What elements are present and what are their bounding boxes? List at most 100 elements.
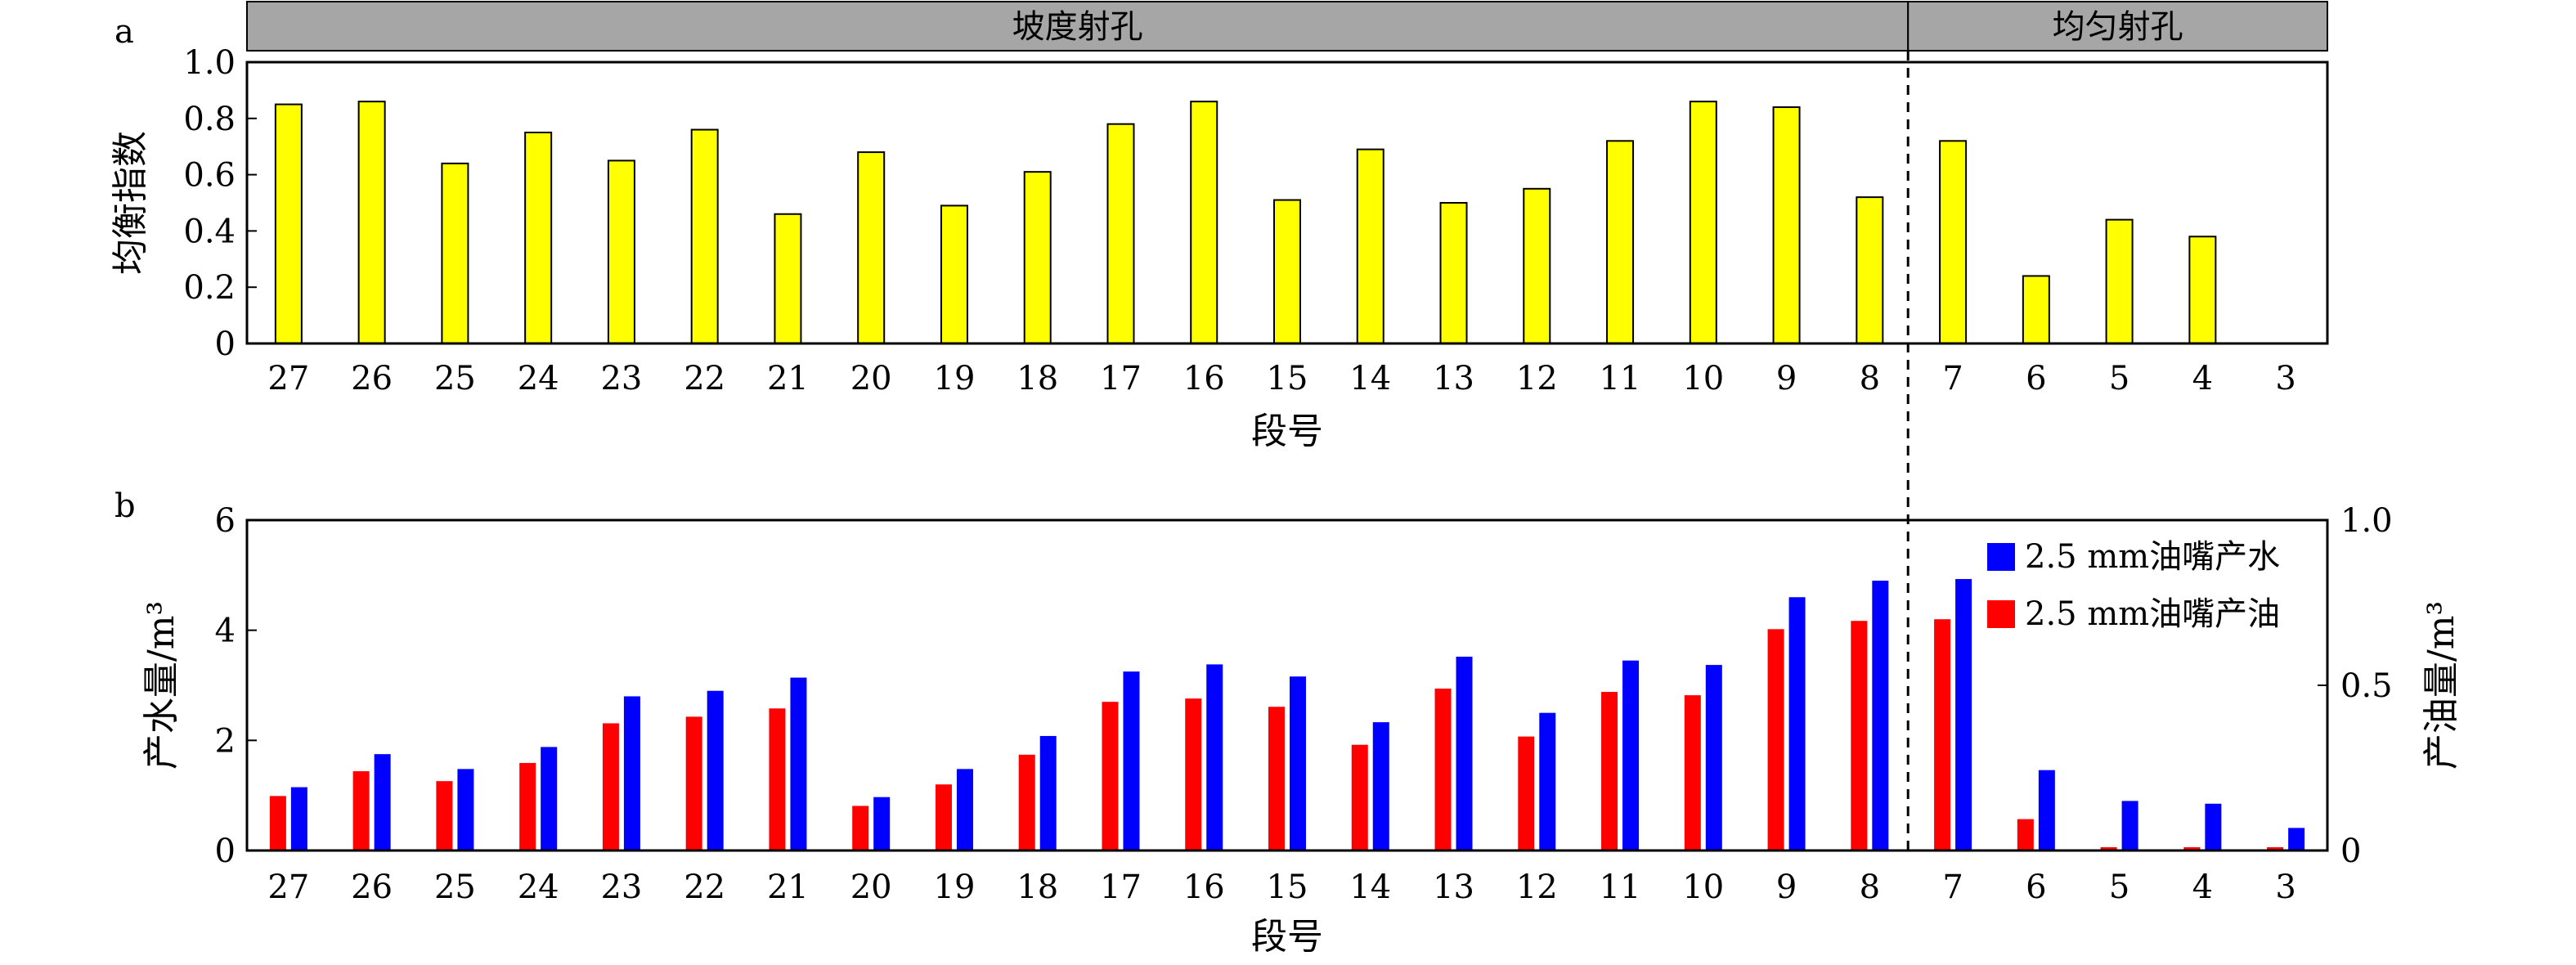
x-tick-label-b: 16 (1183, 868, 1225, 906)
bar-balance-index (2022, 275, 2050, 344)
x-tick-label-b: 8 (1860, 868, 1880, 906)
bar-balance-index (1772, 106, 1801, 344)
x-tick-label-b: 6 (2026, 868, 2046, 906)
x-tick-label-a: 22 (684, 360, 725, 397)
bar-water-production (873, 797, 891, 851)
x-tick-label-a: 7 (1942, 360, 1963, 397)
bar-oil-production (1018, 754, 1035, 851)
bar-water-production (790, 677, 807, 851)
y-tick-label-b-right: 0.5 (2340, 667, 2393, 705)
bar-water-production (1123, 671, 1140, 851)
group-header-box (1907, 1, 2328, 52)
x-tick-label-a: 17 (1100, 360, 1142, 397)
bar-water-production (707, 690, 724, 851)
x-tick-label-b: 14 (1349, 868, 1391, 906)
bar-oil-production (2100, 846, 2117, 851)
legend-swatch (1987, 600, 2015, 628)
y-tick-label-b-left: 6 (215, 502, 236, 540)
x-tick-label-b: 10 (1682, 868, 1724, 906)
bar-balance-index (1689, 101, 1717, 344)
bar-oil-production (769, 708, 786, 851)
bar-oil-production (685, 716, 702, 851)
bar-oil-production (1767, 629, 1784, 851)
bar-water-production (374, 754, 391, 851)
legend-label: 2.5 mm油嘴产水 (2025, 538, 2280, 576)
bar-balance-index (1523, 187, 1551, 344)
bar-balance-index (607, 159, 635, 344)
x-tick-label-b: 9 (1776, 868, 1797, 906)
bar-balance-index (1190, 101, 1218, 344)
x-tick-label-b: 12 (1516, 868, 1558, 906)
bar-oil-production (935, 784, 952, 851)
x-tick-label-b: 15 (1267, 868, 1308, 906)
bar-water-production (290, 787, 307, 851)
y-tick-label-b-left: 2 (215, 722, 236, 760)
bar-balance-index (274, 103, 303, 344)
x-tick-label-a: 23 (600, 360, 642, 397)
x-tick-label-b: 24 (518, 868, 559, 906)
x-tick-label-b: 13 (1433, 868, 1474, 906)
bar-balance-index (774, 213, 802, 345)
x-tick-label-b: 7 (1942, 868, 1963, 906)
x-tick-label-a: 19 (934, 360, 976, 397)
x-tick-label-b: 23 (600, 868, 642, 906)
bar-water-production (2205, 803, 2222, 851)
group-header-label: 均匀射孔 (2053, 8, 2183, 46)
bar-oil-production (1185, 698, 1202, 851)
bar-water-production (1955, 579, 1972, 851)
group-header-label: 坡度射孔 (1012, 8, 1143, 46)
x-tick-label-a: 8 (1860, 360, 1880, 397)
bar-oil-production (519, 762, 536, 851)
bar-water-production (623, 696, 640, 851)
bar-balance-index (857, 151, 886, 344)
bar-balance-index (2105, 218, 2134, 345)
bar-oil-production (2183, 846, 2201, 851)
bar-water-production (1788, 597, 1806, 851)
y-axis-title-b-right: 产油量/m³ (2421, 601, 2462, 770)
bar-oil-production (1851, 621, 1868, 851)
x-axis-title-a: 段号 (1251, 411, 1323, 452)
bar-balance-index (441, 162, 469, 344)
bar-water-production (1622, 660, 1640, 851)
bar-water-production (457, 769, 474, 851)
x-tick-label-a: 5 (2109, 360, 2129, 397)
x-tick-label-a: 18 (1016, 360, 1058, 397)
bar-balance-index (1939, 140, 1968, 344)
bar-balance-index (690, 128, 719, 344)
x-tick-label-a: 6 (2026, 360, 2046, 397)
bar-oil-production (1934, 619, 1951, 851)
bar-water-production (2038, 770, 2055, 851)
x-tick-label-a: 24 (518, 360, 559, 397)
panel-label-a: a (114, 13, 134, 51)
bar-oil-production (1268, 707, 1285, 851)
bar-water-production (1872, 581, 1889, 851)
x-tick-label-a: 9 (1776, 360, 1797, 397)
y-axis-title-a: 均衡指数 (110, 131, 151, 275)
bar-balance-index (357, 101, 386, 344)
y-axis-title-b-left: 产水量/m³ (141, 601, 182, 770)
y-tick-label-a: 0.8 (183, 101, 236, 138)
x-tick-label-a: 26 (351, 360, 393, 397)
x-tick-label-a: 4 (2192, 360, 2213, 397)
x-tick-label-a: 25 (434, 360, 476, 397)
x-tick-label-b: 4 (2192, 868, 2213, 906)
x-tick-label-a: 12 (1516, 360, 1558, 397)
bar-oil-production (1601, 692, 1618, 851)
y-tick-label-a: 0.2 (183, 269, 236, 307)
legend-swatch (1987, 543, 2015, 571)
bar-balance-index (1606, 140, 1635, 344)
x-tick-label-b: 26 (351, 868, 393, 906)
legend-label: 2.5 mm油嘴产油 (2025, 595, 2280, 633)
bar-oil-production (1351, 744, 1368, 851)
y-tick-label-b-left: 4 (215, 613, 236, 650)
x-tick-label-a: 21 (767, 360, 809, 397)
bar-water-production (541, 747, 558, 851)
bar-balance-index (1023, 171, 1052, 344)
y-tick-label-b-left: 0 (215, 833, 236, 870)
bar-water-production (1372, 722, 1389, 851)
bar-oil-production (1684, 695, 1701, 851)
bar-oil-production (852, 806, 869, 851)
x-tick-label-a: 10 (1682, 360, 1724, 397)
bar-oil-production (1434, 689, 1452, 851)
